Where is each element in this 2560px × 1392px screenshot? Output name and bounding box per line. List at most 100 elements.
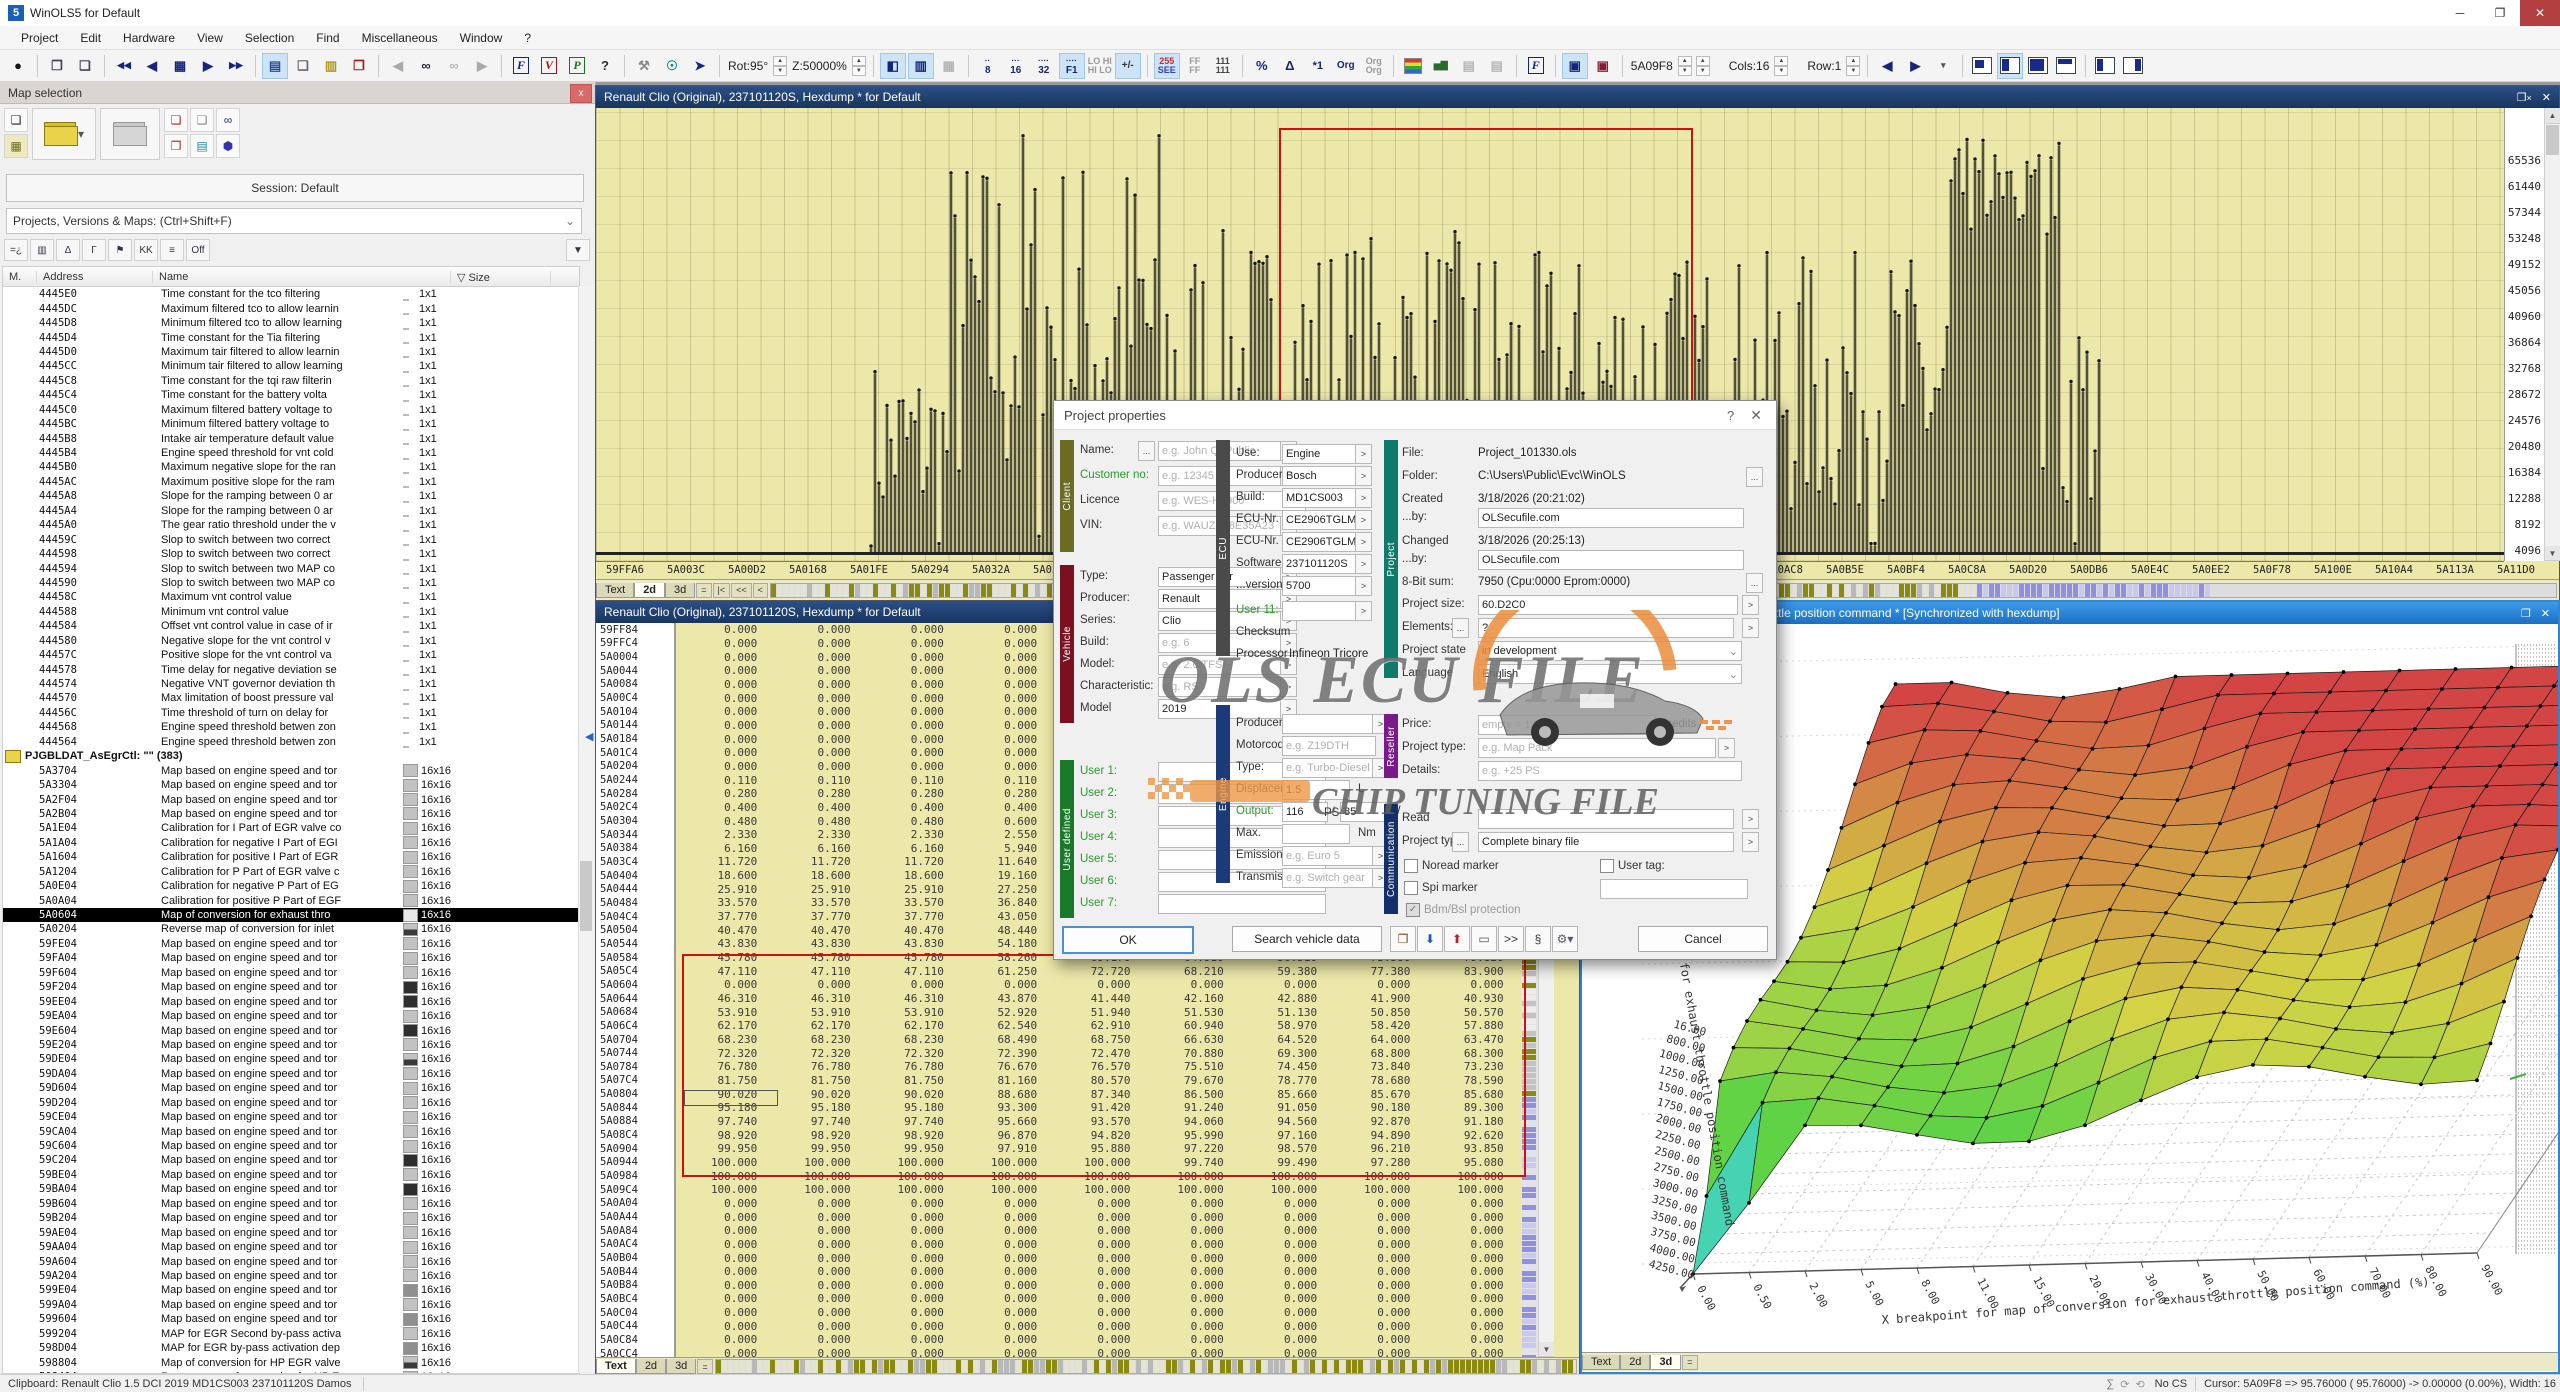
new-map-icon[interactable]: ❏ — [4, 108, 28, 132]
table-cell[interactable]: 64.000 — [1370, 1033, 1411, 1047]
field-go-button[interactable]: > — [1280, 677, 1297, 697]
help-icon[interactable]: ? — [601, 58, 609, 73]
table-cell[interactable]: 77.380 — [1370, 964, 1411, 978]
list-item[interactable]: 5A1604 Calibration for positive I Part of… — [39, 850, 451, 864]
table-cell[interactable]: 43.830 — [810, 937, 851, 951]
field-browse-button[interactable]: ... — [1138, 441, 1155, 461]
list-item[interactable]: 59E204 Map based on engine speed and tor 1… — [39, 1038, 451, 1052]
list-item[interactable]: 5A3304 Map based on engine speed and tor 1… — [39, 778, 451, 792]
table-cell[interactable]: 50.570 — [1463, 1005, 1504, 1019]
table-cell[interactable]: 0.000 — [910, 1251, 944, 1265]
dialog-close-icon[interactable]: ✕ — [1750, 406, 1762, 423]
table-cell[interactable]: 0.000 — [1097, 1224, 1131, 1238]
table-cell[interactable]: 61.250 — [997, 964, 1038, 978]
table-cell[interactable]: 0.000 — [910, 1210, 944, 1224]
table-cell[interactable]: 0.000 — [724, 691, 758, 705]
map-preview-icon[interactable]: ❑ — [297, 57, 309, 73]
list-item[interactable]: 599604 Map based on engine speed and tor 1… — [39, 1312, 451, 1326]
table-cell[interactable]: 87.340 — [1090, 1087, 1131, 1101]
list-item[interactable]: 4445AC Maximum positive slope for the ram… — [39, 475, 437, 489]
table-cell[interactable]: 0.000 — [817, 664, 851, 678]
table-cell[interactable]: 45.780 — [810, 951, 851, 965]
table-cell[interactable]: 0.000 — [817, 650, 851, 664]
menu-project[interactable]: Project — [21, 30, 59, 45]
field-input[interactable]: CE2906TGLMR — [1282, 532, 1360, 552]
table-cell[interactable]: 66.630 — [1184, 1033, 1224, 1047]
table-cell[interactable]: 5.940 — [1004, 841, 1038, 855]
field-input[interactable]: e.g. Euro 5 — [1282, 846, 1376, 866]
table-cell[interactable]: 0.000 — [910, 1237, 944, 1251]
list-item[interactable]: 4445A8 Slope for the ramping between 0 ar… — [39, 490, 437, 503]
tab-text[interactable]: Text — [1582, 1354, 1621, 1370]
table-cell[interactable]: 40.470 — [810, 923, 851, 937]
cols-spinner[interactable]: ▲ ▼ — [1774, 55, 1789, 76]
table-row[interactable]: 5A0944 100.000 100.000 100.000 100.000 100.00… — [596, 1155, 1521, 1170]
import-file-icon[interactable]: ❏ — [79, 57, 91, 73]
table-cell[interactable]: 79.670 — [1184, 1073, 1224, 1087]
table-cell[interactable]: 25.910 — [717, 882, 758, 896]
field-input[interactable]: 85 — [1340, 802, 1386, 822]
tip-lamp-icon[interactable]: ☉ — [666, 57, 678, 73]
table-cell[interactable]: 0.000 — [910, 1333, 944, 1347]
field-go-button[interactable]: > — [1355, 466, 1372, 486]
table-cell[interactable]: 0.000 — [1470, 1265, 1504, 1279]
list-item[interactable]: 444570 Max limitation of boost pressure v… — [39, 692, 437, 705]
table-cell[interactable]: 0.000 — [817, 1196, 851, 1210]
table-cell[interactable]: 0.000 — [817, 746, 851, 760]
table-cell[interactable]: 18.600 — [810, 869, 851, 883]
table-row[interactable]: 5A0A84 0.000 0.000 0.000 0.000 0.000 0.000 0.00… — [596, 1223, 1521, 1238]
table-cell[interactable]: 11.720 — [810, 855, 851, 869]
table-cell[interactable]: 42.160 — [1184, 992, 1224, 1006]
close-button[interactable]: ✕ — [2520, 0, 2560, 26]
table-cell[interactable]: 0.000 — [817, 677, 851, 691]
field-input[interactable]: e.g. +25 PS — [1478, 761, 1742, 781]
menu-hardware[interactable]: Hardware — [123, 30, 176, 45]
table-cell[interactable]: 72.320 — [810, 1046, 851, 1060]
filter-dropdown-icon[interactable]: ▼ — [566, 239, 590, 261]
list-item[interactable]: 599204 MAP for EGR Second by-pass activa 1… — [39, 1327, 451, 1341]
list-item[interactable]: 4445C0 Maximum filtered battery voltage t… — [39, 403, 437, 417]
table-cell[interactable]: 50.850 — [1370, 1005, 1411, 1019]
table-cell[interactable]: 81.750 — [904, 1073, 944, 1087]
value-window-icon[interactable]: V — [536, 53, 562, 79]
list-item[interactable]: 59F204 Map based on engine speed and tor 1… — [39, 980, 451, 994]
field-go-button[interactable]: > — [1280, 633, 1297, 653]
more-icon[interactable]: >> — [1498, 926, 1524, 952]
table-cell[interactable]: 53.910 — [717, 1005, 758, 1019]
field-go-button[interactable]: > — [1718, 738, 1735, 758]
table-cell[interactable]: 59.380 — [1277, 964, 1318, 978]
table-cell[interactable]: 0.000 — [1470, 978, 1504, 992]
table-cell[interactable]: 0.000 — [1004, 1265, 1038, 1279]
projects-search-dropdown[interactable]: Projects, Versions & Maps: (Ctrl+Shift+F… — [6, 208, 582, 234]
table-cell[interactable]: 0.000 — [1470, 1224, 1504, 1238]
table-cell[interactable]: 0.000 — [1190, 1251, 1224, 1265]
table-cell[interactable]: 18.600 — [717, 869, 758, 883]
list-item[interactable]: 4445BC Minimum filtered battery voltage t… — [39, 418, 437, 431]
table-cell[interactable]: 0.000 — [724, 1251, 758, 1265]
list-item[interactable]: 59EA04 Map based on engine speed and tor 1… — [39, 1009, 451, 1023]
table-cell[interactable]: 0.000 — [817, 1347, 851, 1357]
list-item[interactable]: 598404Reverse map of conversion for HP E… — [3, 1370, 579, 1373]
field-browse-button[interactable]: ... — [1452, 618, 1469, 638]
table-row[interactable]: 5A0844 95.180 95.180 95.180 93.300 91.420 91.2… — [596, 1100, 1521, 1115]
field-input[interactable] — [1600, 879, 1748, 899]
table-cell[interactable]: 100.000 — [1177, 1183, 1224, 1197]
table-cell[interactable]: 0.000 — [1097, 1333, 1131, 1347]
checkbox[interactable] — [1600, 859, 1614, 873]
filter-button-3[interactable]: Γ — [82, 239, 106, 261]
hexdump-icon[interactable]: ▥ — [324, 57, 338, 73]
list-item[interactable]: 5A1E04 Calibration for I Part of EGR valv… — [39, 821, 451, 835]
table-cell[interactable]: 0.000 — [817, 691, 851, 705]
checkbox[interactable] — [1404, 881, 1418, 895]
table-cell[interactable]: 100.000 — [897, 1169, 944, 1183]
table-cell[interactable]: 0.000 — [1004, 705, 1038, 719]
list-folder-row[interactable]: PJGBLDAT_AsEgrCtl: "" (383) — [3, 749, 579, 763]
table-cell[interactable]: 0.000 — [1004, 978, 1038, 992]
table-cell[interactable]: 0.000 — [1283, 1265, 1318, 1279]
table-cell[interactable]: 92.870 — [1370, 1114, 1411, 1128]
field-input[interactable]: e.g. Map Pack — [1478, 738, 1716, 758]
table-cell[interactable]: 72.470 — [1090, 1046, 1131, 1060]
table-row[interactable]: 5A0684 53.910 53.910 53.910 52.920 51.940 51.5… — [596, 1005, 1521, 1020]
chart-wizard-icon[interactable]: ▅▇ — [1433, 60, 1448, 70]
nav-button[interactable]: = — [1682, 1354, 1698, 1370]
